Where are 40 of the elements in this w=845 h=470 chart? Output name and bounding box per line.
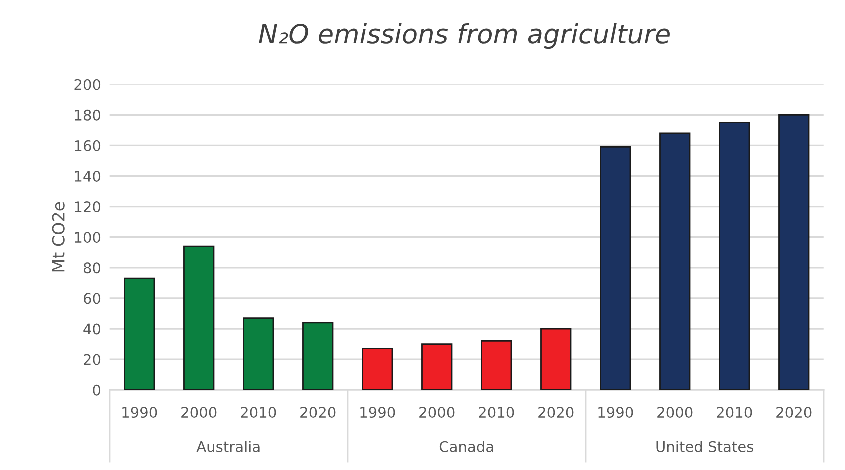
y-tick-label: 80 bbox=[84, 262, 101, 274]
y-tick-label: 60 bbox=[84, 293, 101, 304]
y-tick-label: 40 bbox=[84, 324, 101, 335]
bar bbox=[660, 132, 691, 390]
y-axis-title: Mt CO2e bbox=[52, 202, 65, 272]
y-tick-label: 200 bbox=[74, 79, 101, 90]
bar bbox=[600, 146, 632, 390]
text: United States bbox=[656, 441, 754, 452]
x-tick-label: 2020 bbox=[300, 407, 336, 418]
bar bbox=[719, 122, 750, 390]
x-tick-label: 2010 bbox=[717, 407, 752, 418]
x-tick-label: 1990 bbox=[360, 407, 396, 418]
y-tick-label: 160 bbox=[75, 140, 101, 152]
x-tick-label: 2020 bbox=[776, 407, 812, 418]
y-tick-label: 20 bbox=[84, 354, 101, 366]
y-tick-label: 180 bbox=[75, 110, 101, 121]
bar bbox=[362, 348, 394, 390]
x-tick-label: 1990 bbox=[122, 407, 158, 418]
text: Canada bbox=[440, 441, 494, 452]
x-tick-label: 2010 bbox=[479, 407, 514, 418]
bar bbox=[422, 344, 453, 390]
x-tick-label: 2020 bbox=[538, 407, 574, 418]
bar bbox=[540, 328, 572, 390]
bar bbox=[243, 318, 274, 390]
x-tick-label: 1990 bbox=[598, 407, 634, 418]
y-tick-label: 100 bbox=[75, 232, 101, 244]
y-tick-label: 0 bbox=[93, 384, 101, 396]
bar bbox=[184, 246, 215, 390]
bar bbox=[778, 114, 810, 390]
x-tick-label: 2010 bbox=[241, 407, 276, 418]
bar bbox=[302, 322, 334, 390]
x-tick-label: 2000 bbox=[182, 407, 217, 418]
x-tick-label: 2000 bbox=[420, 407, 455, 418]
bar bbox=[481, 340, 512, 390]
chart-title: N₂O emissions from agriculture bbox=[259, 24, 670, 50]
bar bbox=[124, 278, 156, 390]
x-tick-label: 2000 bbox=[658, 407, 693, 418]
y-tick-label: 120 bbox=[75, 202, 101, 213]
y-tick-label: 140 bbox=[75, 170, 101, 182]
text: Australia bbox=[196, 441, 260, 452]
